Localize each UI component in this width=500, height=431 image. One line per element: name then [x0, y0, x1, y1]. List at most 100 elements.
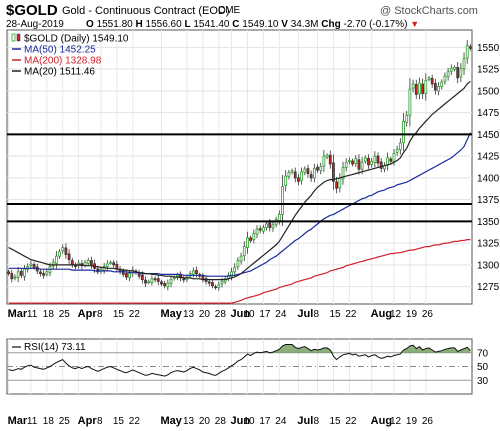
day-label: 26: [422, 416, 434, 427]
day-label: 20: [199, 416, 211, 427]
candle-body: [211, 282, 214, 287]
candle-body: [156, 278, 160, 282]
candle-body: [61, 247, 65, 252]
day-label: 8: [97, 309, 103, 320]
change-down-icon: ▼: [410, 19, 420, 29]
open-label: O: [86, 19, 94, 30]
candle-body: [430, 77, 434, 85]
candle-body: [421, 83, 425, 94]
candle-body: [332, 162, 335, 182]
rsi-tick-label: 50: [477, 362, 489, 373]
candle-body: [376, 155, 380, 164]
candle-body: [328, 154, 332, 165]
day-label: 28: [215, 416, 227, 427]
price-tick-label: 1400: [477, 173, 500, 184]
month-label: Mar: [8, 308, 28, 320]
candle-body: [456, 67, 460, 79]
candle-body: [424, 80, 428, 94]
price-tick-label: 1350: [477, 217, 500, 228]
candle-body: [160, 281, 163, 285]
day-label: 26: [422, 309, 434, 320]
candle-body: [217, 284, 221, 288]
month-label: May: [160, 308, 182, 320]
day-label: 11: [27, 416, 38, 427]
candle-body: [207, 281, 211, 284]
exchange: CME: [218, 5, 241, 16]
price-tick-label: 1550: [477, 43, 500, 54]
price-tick-label: 1475: [477, 108, 500, 119]
price-panel-frame: [6, 29, 473, 305]
low-label: L: [184, 19, 191, 30]
day-label: 11: [27, 309, 38, 320]
price-panel: 1275 1300 1325 1350 1375 1400 1425 1450 1475 1500…: [6, 29, 500, 305]
candle-body: [109, 261, 112, 264]
rsi-panel: 30 50 70 RSI(14) 73.11: [6, 338, 489, 395]
day-label: 10: [243, 309, 255, 320]
candle-body: [469, 46, 472, 49]
legend-item-ma50: MA(50) 1452.25: [12, 45, 96, 56]
candle-body: [360, 161, 364, 170]
candle-body: [319, 166, 323, 171]
day-label: 8: [314, 416, 320, 427]
candle-body: [370, 160, 374, 165]
candle-body: [309, 174, 313, 179]
candle-body: [223, 278, 227, 283]
month-label: Aug: [371, 308, 392, 320]
close-label: C: [232, 19, 240, 30]
day-label: 13: [183, 309, 195, 320]
candle-body: [277, 214, 281, 222]
legend-label: MA(50) 1452.25: [24, 45, 96, 56]
day-label: 17: [259, 416, 271, 427]
volume-label: V: [281, 19, 288, 30]
candle-body: [265, 223, 268, 228]
day-label: 15: [329, 309, 341, 320]
candle-body: [312, 167, 316, 179]
rsi-tick-label: 30: [477, 376, 489, 387]
candle-body: [13, 276, 17, 279]
candle-body: [258, 228, 262, 231]
rsi-overbought-fill: [8, 344, 471, 353]
day-label: 22: [129, 309, 141, 320]
candle-body: [261, 227, 265, 232]
candle-body: [16, 271, 20, 278]
candle-body: [220, 280, 224, 285]
month-label: Jun: [231, 415, 251, 427]
legend-label: MA(20) 1511.46: [24, 67, 95, 78]
high-value: 1556.60: [145, 19, 182, 30]
candle-body: [163, 283, 167, 287]
candle-body: [7, 271, 10, 274]
candle-body: [322, 155, 326, 167]
candle-body: [268, 222, 272, 228]
candle-body: [169, 279, 173, 284]
candle-body: [290, 170, 294, 173]
candle-body: [54, 255, 58, 264]
month-label: Jul: [297, 308, 313, 320]
candle-body: [293, 171, 297, 179]
candle-body: [325, 154, 329, 158]
day-label: 15: [113, 309, 125, 320]
candle-body: [191, 270, 195, 275]
candle-body: [32, 264, 36, 268]
day-label: 24: [275, 309, 287, 320]
candle-body: [379, 161, 383, 169]
candle-body: [64, 247, 68, 255]
candle-body: [440, 81, 444, 87]
candle-body: [121, 270, 125, 275]
candle-body: [427, 77, 431, 80]
candle-body: [392, 153, 396, 162]
month-label: Jul: [297, 415, 313, 427]
candle-body: [408, 88, 412, 116]
legend-item-ma200: MA(200) 1328.98: [12, 56, 102, 67]
candle-body: [395, 148, 399, 153]
day-label: 18: [43, 309, 55, 320]
candle-body: [102, 266, 106, 271]
candle-body: [347, 160, 351, 162]
price-tick-label: 1300: [477, 260, 500, 271]
day-label: 19: [406, 309, 418, 320]
candle-body: [284, 175, 288, 186]
day-label: 22: [345, 309, 357, 320]
day-label: 15: [329, 416, 341, 427]
price-tick-label: 1375: [477, 195, 500, 206]
candle-body: [373, 155, 377, 163]
change-value: -2.70 (-0.17%): [343, 19, 408, 30]
